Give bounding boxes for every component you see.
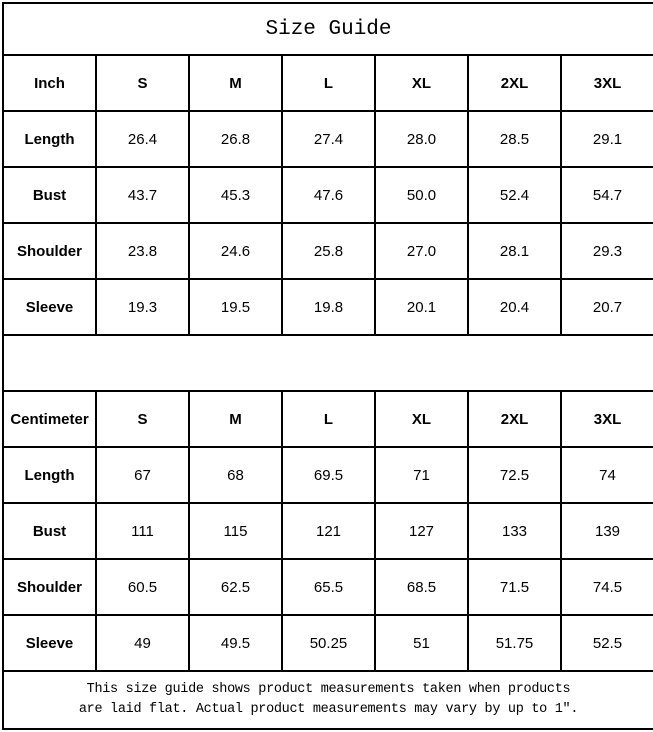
measurement-cell: 26.8 xyxy=(190,112,283,166)
measurement-cell: 51.75 xyxy=(469,616,562,670)
measurement-cell: 29.3 xyxy=(592,242,623,260)
measurement-cell: 62.5 xyxy=(190,560,283,614)
measurement-cell: 52.4 xyxy=(469,168,562,222)
size-header-m: M xyxy=(190,392,283,446)
measurement-cell: 65.5 xyxy=(283,560,376,614)
size-header-3xl: 3XL xyxy=(593,410,622,428)
measurement-cell: 49 xyxy=(97,616,190,670)
cm-row-length: Length 67 68 69.5 71 72.5 74 xyxy=(4,448,653,504)
inch-header-row: Inch S M L XL 2XL 3XL xyxy=(4,56,653,112)
size-header-s: S xyxy=(97,56,190,110)
measurement-cell: 19.8 xyxy=(283,280,376,334)
footer-note-line2: are laid flat. Actual product measuremen… xyxy=(78,702,579,717)
measurement-cell: 115 xyxy=(190,504,283,558)
measurement-cell: 43.7 xyxy=(97,168,190,222)
measurement-cell: 28.0 xyxy=(376,112,469,166)
size-header-m: M xyxy=(190,56,283,110)
measurement-cell: 28.1 xyxy=(469,224,562,278)
measurement-cell: 19.5 xyxy=(190,280,283,334)
measurement-cell: 74 xyxy=(599,466,616,484)
measurement-cell: 27.4 xyxy=(283,112,376,166)
page-title: Size Guide xyxy=(265,17,392,41)
footer-note: This size guide shows product measuremen… xyxy=(4,672,653,728)
cm-header-row: Centimeter S M L XL 2XL 3XL xyxy=(4,392,653,448)
row-label: Bust xyxy=(4,504,97,558)
measurement-cell: 69.5 xyxy=(283,448,376,502)
measurement-cell: 20.1 xyxy=(376,280,469,334)
inch-row-length: Length 26.4 26.8 27.4 28.0 28.5 29.1 xyxy=(4,112,653,168)
measurement-cell: 20.4 xyxy=(469,280,562,334)
cm-row-sleeve: Sleeve 49 49.5 50.25 51 51.75 52.5 xyxy=(4,616,653,672)
measurement-cell: 71.5 xyxy=(469,560,562,614)
measurement-cell: 23.8 xyxy=(97,224,190,278)
size-header-3xl: 3XL xyxy=(593,74,622,92)
unit-header-centimeter: Centimeter xyxy=(4,392,97,446)
measurement-cell: 133 xyxy=(469,504,562,558)
measurement-cell: 60.5 xyxy=(97,560,190,614)
measurement-cell: 26.4 xyxy=(97,112,190,166)
row-label: Sleeve xyxy=(4,616,97,670)
measurement-cell: 52.5 xyxy=(592,634,623,652)
measurement-cell: 72.5 xyxy=(469,448,562,502)
measurement-cell: 51 xyxy=(376,616,469,670)
size-header-xl: XL xyxy=(376,56,469,110)
size-header-xl: XL xyxy=(376,392,469,446)
measurement-cell: 20.7 xyxy=(592,298,623,316)
size-header-s: S xyxy=(97,392,190,446)
measurement-cell: 19.3 xyxy=(97,280,190,334)
row-label: Shoulder xyxy=(4,560,97,614)
measurement-cell: 49.5 xyxy=(190,616,283,670)
measurement-cell: 67 xyxy=(97,448,190,502)
row-label: Sleeve xyxy=(4,280,97,334)
footer-note-line1: This size guide shows product measuremen… xyxy=(86,682,571,698)
measurement-cell: 27.0 xyxy=(376,224,469,278)
measurement-cell: 29.1 xyxy=(592,130,623,148)
cm-row-shoulder: Shoulder 60.5 62.5 65.5 68.5 71.5 74.5 xyxy=(4,560,653,616)
row-label: Length xyxy=(4,112,97,166)
row-label: Length xyxy=(4,448,97,502)
size-header-2xl: 2XL xyxy=(469,392,562,446)
row-label: Bust xyxy=(4,168,97,222)
measurement-cell: 127 xyxy=(376,504,469,558)
unit-header-inch: Inch xyxy=(4,56,97,110)
title-row: Size Guide xyxy=(4,4,653,56)
measurement-cell: 54.7 xyxy=(592,186,623,204)
measurement-cell: 24.6 xyxy=(190,224,283,278)
cm-row-bust: Bust 111 115 121 127 133 139 xyxy=(4,504,653,560)
measurement-cell: 71 xyxy=(376,448,469,502)
measurement-cell: 45.3 xyxy=(190,168,283,222)
row-label: Shoulder xyxy=(4,224,97,278)
measurement-cell: 121 xyxy=(283,504,376,558)
measurement-cell: 74.5 xyxy=(592,578,623,596)
spacer-row xyxy=(4,336,653,392)
measurement-cell: 139 xyxy=(594,522,621,540)
measurement-cell: 68 xyxy=(190,448,283,502)
measurement-cell: 111 xyxy=(97,504,190,558)
measurement-cell: 47.6 xyxy=(283,168,376,222)
measurement-cell: 28.5 xyxy=(469,112,562,166)
measurement-cell: 25.8 xyxy=(283,224,376,278)
measurement-cell: 68.5 xyxy=(376,560,469,614)
measurement-cell: 50.0 xyxy=(376,168,469,222)
size-header-l: L xyxy=(283,392,376,446)
inch-row-shoulder: Shoulder 23.8 24.6 25.8 27.0 28.1 29.3 xyxy=(4,224,653,280)
size-header-l: L xyxy=(283,56,376,110)
measurement-cell: 50.25 xyxy=(283,616,376,670)
inch-row-sleeve: Sleeve 19.3 19.5 19.8 20.1 20.4 20.7 xyxy=(4,280,653,336)
inch-row-bust: Bust 43.7 45.3 47.6 50.0 52.4 54.7 xyxy=(4,168,653,224)
size-header-2xl: 2XL xyxy=(469,56,562,110)
